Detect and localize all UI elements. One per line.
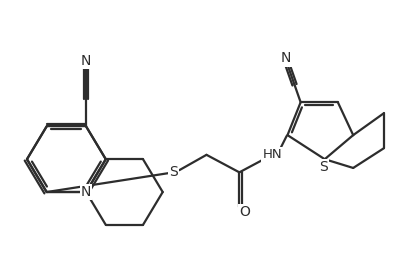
Text: O: O (239, 205, 250, 219)
Text: S: S (320, 160, 328, 174)
Text: N: N (280, 52, 290, 66)
Text: HN: HN (262, 148, 282, 161)
Text: N: N (81, 185, 91, 199)
Text: S: S (169, 165, 178, 179)
Text: N: N (81, 54, 91, 68)
